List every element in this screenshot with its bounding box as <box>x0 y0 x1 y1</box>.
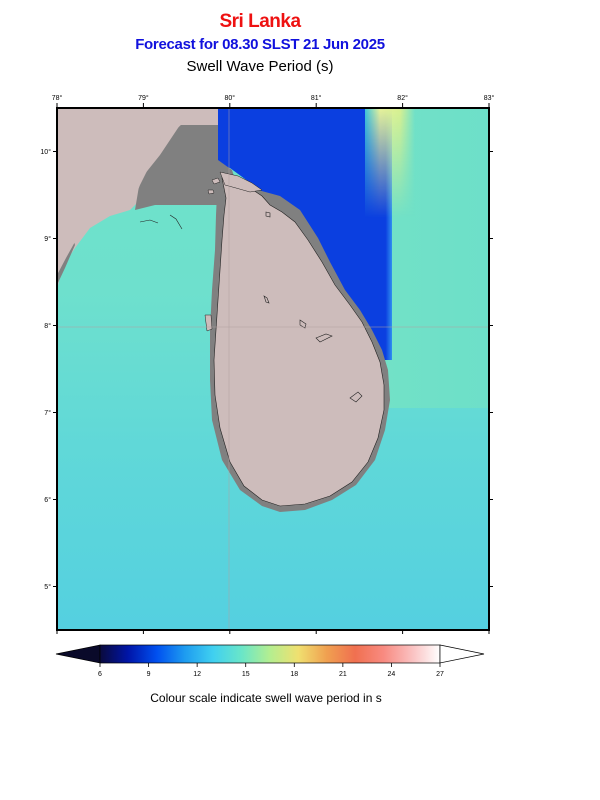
colorbar-low-arrow <box>55 644 101 664</box>
colorbar: 6 9 12 15 18 21 24 27 <box>55 644 485 678</box>
map-frame <box>56 107 490 631</box>
colorbar-tick-label: 12 <box>193 671 201 678</box>
colorbar-tick-label: 15 <box>242 671 250 678</box>
colorbar-caption: Colour scale indicate swell wave period … <box>150 691 382 705</box>
colorbar-tick-label: 6 <box>98 671 102 678</box>
colorbar-gradient <box>99 644 441 664</box>
region-title: Sri Lanka <box>219 11 301 32</box>
longitude-axis: 78° 79° 80° 81° 82° 83° <box>52 94 495 634</box>
latitude-axis: 10° 9° 8° 7° 6° 5° <box>40 148 493 591</box>
colorbar-high-arrow <box>439 644 485 664</box>
sri-lanka-land <box>213 177 385 507</box>
colorbar-ticks: 6 9 12 15 18 21 24 27 <box>98 663 444 678</box>
colorbar-tick-label: 21 <box>339 671 347 678</box>
colorbar-tick-label: 27 <box>436 671 444 678</box>
lon-tick-label: 80° <box>225 94 236 102</box>
lon-tick-label: 79° <box>138 94 149 102</box>
lat-tick-label: 7° <box>44 409 51 417</box>
lon-tick-label: 81° <box>311 94 322 102</box>
lon-tick-label: 78° <box>52 94 63 102</box>
parameter-title: Swell Wave Period (s) <box>186 58 334 75</box>
colorbar-tick-label: 24 <box>388 671 396 678</box>
colorbar-tick-label: 9 <box>147 671 151 678</box>
forecast-time: Forecast for 08.30 SLST 21 Jun 2025 <box>135 36 385 53</box>
colorbar-tick-label: 18 <box>290 671 298 678</box>
lat-tick-label: 9° <box>44 235 51 243</box>
lat-tick-label: 10° <box>40 148 51 156</box>
long-period-band <box>365 108 415 218</box>
masked-coastal-area <box>135 125 240 255</box>
lat-tick-label: 8° <box>44 322 51 330</box>
lat-tick-label: 5° <box>44 583 51 591</box>
lon-tick-label: 83° <box>484 94 495 102</box>
lon-tick-label: 82° <box>397 94 408 102</box>
lat-tick-label: 6° <box>44 496 51 504</box>
map-area <box>57 108 489 630</box>
